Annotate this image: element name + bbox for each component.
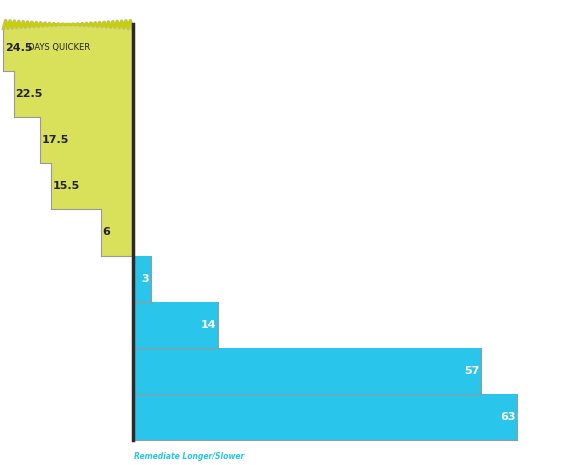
Text: Remediate Longer/Slower: Remediate Longer/Slower [134, 452, 244, 461]
Text: 6: 6 [102, 227, 111, 238]
Text: DAYS SLOWER: DAYS SLOWER [517, 413, 577, 422]
Text: 63: 63 [500, 412, 516, 422]
Polygon shape [133, 256, 517, 440]
Text: 17.5: 17.5 [42, 135, 69, 145]
Text: 14: 14 [201, 320, 217, 330]
Text: 22.5: 22.5 [16, 89, 43, 99]
Polygon shape [3, 25, 133, 256]
Text: 24.5: 24.5 [5, 43, 32, 53]
Text: DAYS QUICKER: DAYS QUICKER [28, 43, 90, 52]
Text: 15.5: 15.5 [53, 181, 80, 191]
Text: 3: 3 [142, 274, 149, 284]
Text: 57: 57 [464, 366, 479, 376]
